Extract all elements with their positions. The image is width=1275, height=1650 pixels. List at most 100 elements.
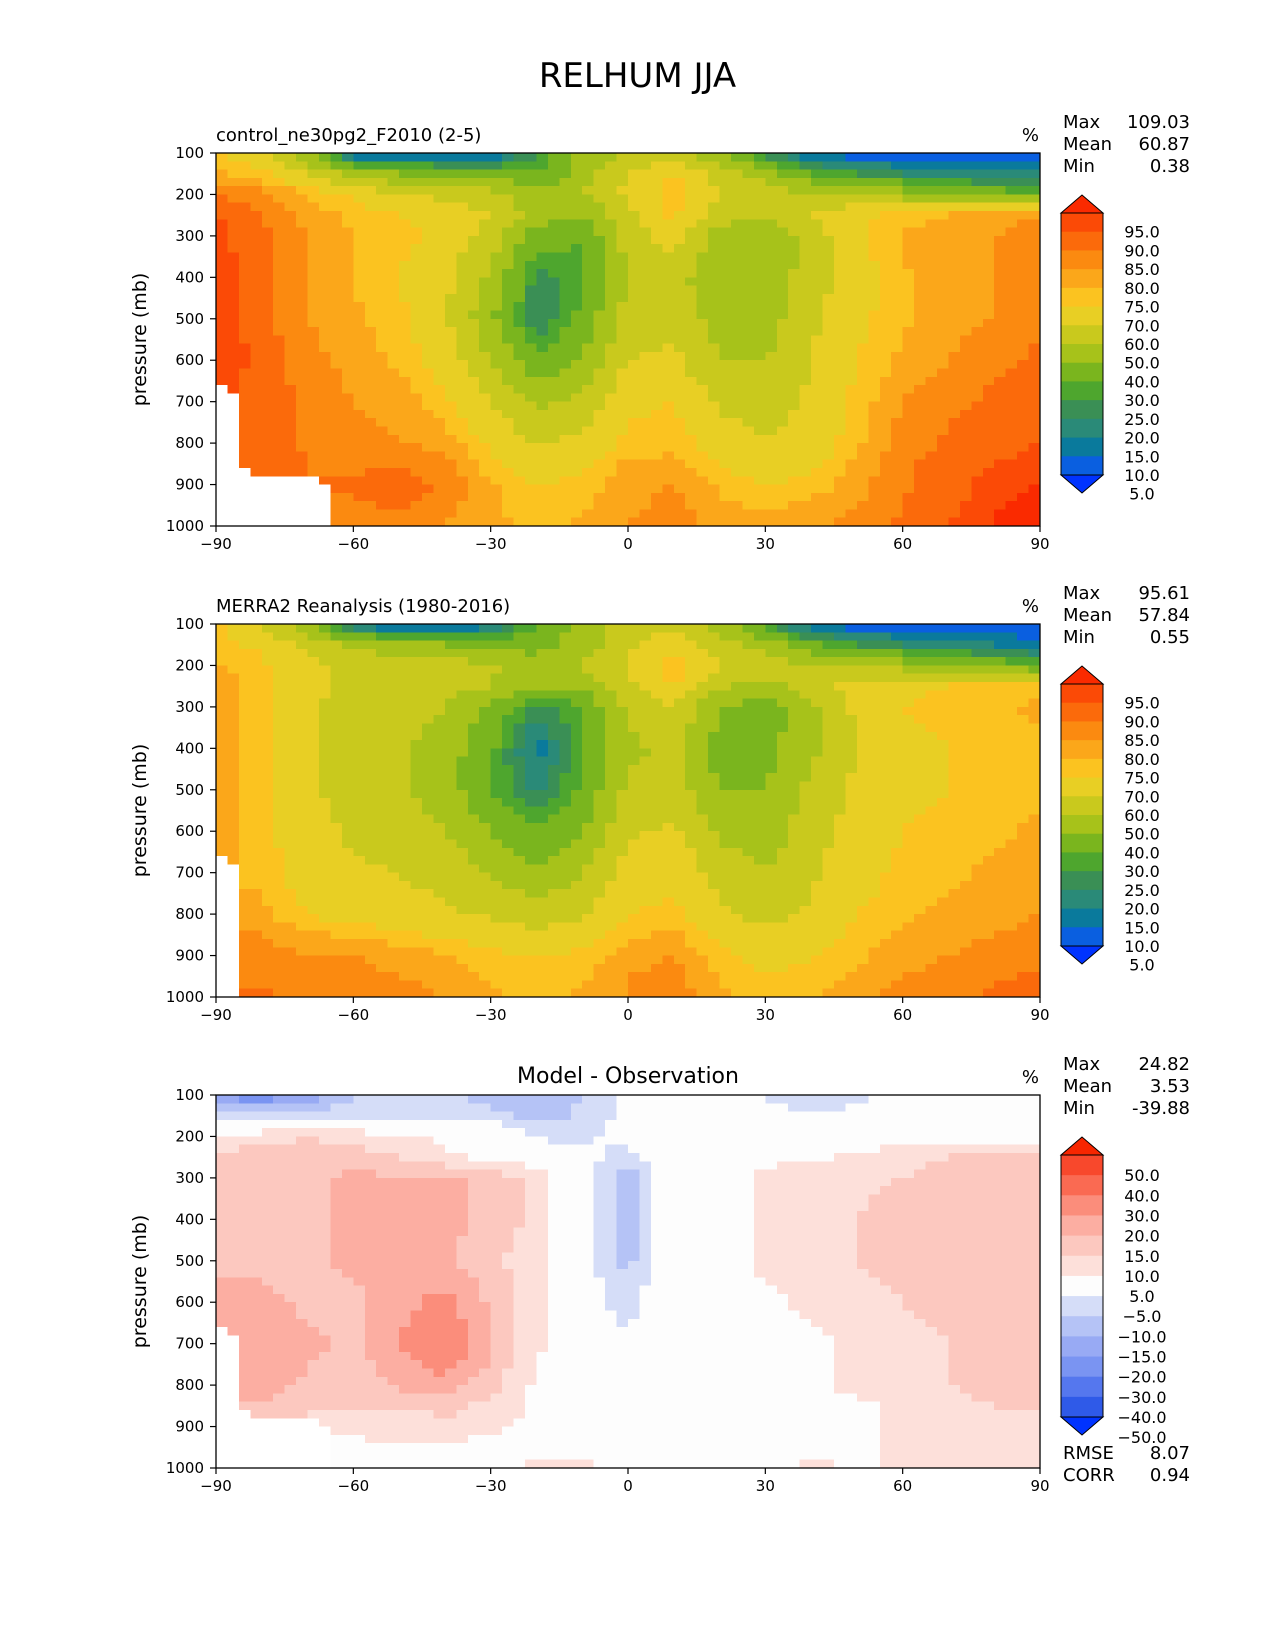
contour-cell <box>662 748 675 758</box>
contour-cell <box>410 484 423 494</box>
contour-cell <box>364 211 377 220</box>
contour-cell <box>341 484 354 494</box>
contour-cell <box>250 368 263 378</box>
contour-cell <box>605 657 618 667</box>
contour-cell <box>364 186 377 196</box>
contour-cell <box>490 418 503 428</box>
contour-cell <box>399 648 412 658</box>
contour-cell <box>433 673 446 683</box>
contour-cell <box>296 252 309 262</box>
contour-cell <box>799 789 812 799</box>
contour-cell <box>582 484 595 494</box>
contour-cell <box>479 501 492 511</box>
contour-cell <box>708 153 721 162</box>
contour-cell <box>982 260 995 270</box>
panel-1: −90 −60 −30 0 30 60 90100200300400500600700800… <box>129 112 1190 553</box>
contour-cell <box>753 624 766 633</box>
contour-cell <box>547 501 560 511</box>
contour-cell <box>776 632 789 642</box>
contour-cell <box>994 698 1007 708</box>
contour-cell <box>490 715 503 725</box>
contour-cell <box>1005 657 1018 667</box>
contour-cell <box>616 343 629 353</box>
contour-cell <box>650 434 663 444</box>
contour-cell <box>994 285 1007 295</box>
contour-cell <box>925 756 938 766</box>
contour-cell <box>250 227 263 237</box>
contour-cell <box>753 648 766 658</box>
contour-cell <box>891 227 904 237</box>
contour-cell <box>364 161 377 171</box>
contour-cell <box>914 723 927 733</box>
contour-cell <box>811 451 824 461</box>
contour-cell <box>387 748 400 758</box>
contour-cell <box>364 418 377 428</box>
contour-cell <box>925 706 938 716</box>
contour-cell <box>536 393 549 403</box>
contour-cell <box>547 327 560 336</box>
contour-cell <box>845 235 858 245</box>
contour-cell <box>628 227 641 237</box>
contour-cell <box>994 211 1007 220</box>
contour-cell <box>971 509 984 519</box>
contour-cell <box>788 327 801 336</box>
contour-cell <box>536 492 549 502</box>
contour-cell <box>410 814 423 824</box>
contour-cell <box>216 748 229 758</box>
contour-cell <box>639 484 652 494</box>
contour-cell <box>982 459 995 469</box>
contour-cell <box>902 293 915 303</box>
contour-cell <box>1028 789 1041 799</box>
contour-cell <box>479 690 492 700</box>
contour-cell <box>456 756 469 766</box>
contour-cell <box>708 509 721 519</box>
contour-cell <box>364 219 377 229</box>
contour-cell <box>971 211 984 220</box>
contour-cell <box>811 360 824 370</box>
contour-cell <box>982 186 995 196</box>
contour-cell <box>250 706 263 716</box>
contour-cell <box>1005 368 1018 378</box>
contour-cell <box>547 252 560 262</box>
contour-cell <box>238 673 251 683</box>
contour-cell <box>891 318 904 328</box>
contour-cell <box>364 492 377 502</box>
contour-cell <box>547 227 560 237</box>
contour-cell <box>822 698 835 708</box>
contour-cell <box>776 690 789 700</box>
contour-cell <box>387 401 400 411</box>
contour-cell <box>456 632 469 642</box>
contour-cell <box>490 327 503 336</box>
contour-cell <box>593 360 606 370</box>
contour-cell <box>685 484 698 494</box>
contour-cell <box>250 244 263 254</box>
contour-cell <box>822 740 835 749</box>
contour-cell <box>238 235 251 245</box>
contour-cell <box>559 459 572 469</box>
contour-cell <box>502 285 515 295</box>
contour-cell <box>319 385 332 394</box>
contour-cell <box>341 764 354 774</box>
contour-cell <box>1017 781 1030 791</box>
contour-cell <box>822 335 835 345</box>
contour-cell <box>879 202 892 212</box>
contour-cell <box>650 517 663 527</box>
contour-cell <box>639 318 652 328</box>
contour-cell <box>982 781 995 791</box>
contour-cell <box>971 186 984 196</box>
contour-cell <box>399 277 412 287</box>
contour-cell <box>1028 235 1041 245</box>
contour-cell <box>788 459 801 469</box>
contour-cell <box>467 260 480 270</box>
contour-cell <box>776 773 789 783</box>
contour-cell <box>708 443 721 452</box>
contour-cell <box>696 756 709 766</box>
contour-cell <box>605 740 618 749</box>
contour-cell <box>650 393 663 403</box>
contour-cell <box>708 467 721 477</box>
contour-cell <box>513 260 526 270</box>
contour-cell <box>914 781 927 791</box>
contour-cell <box>650 418 663 428</box>
contour-cell <box>559 426 572 436</box>
contour-cell <box>444 351 457 361</box>
